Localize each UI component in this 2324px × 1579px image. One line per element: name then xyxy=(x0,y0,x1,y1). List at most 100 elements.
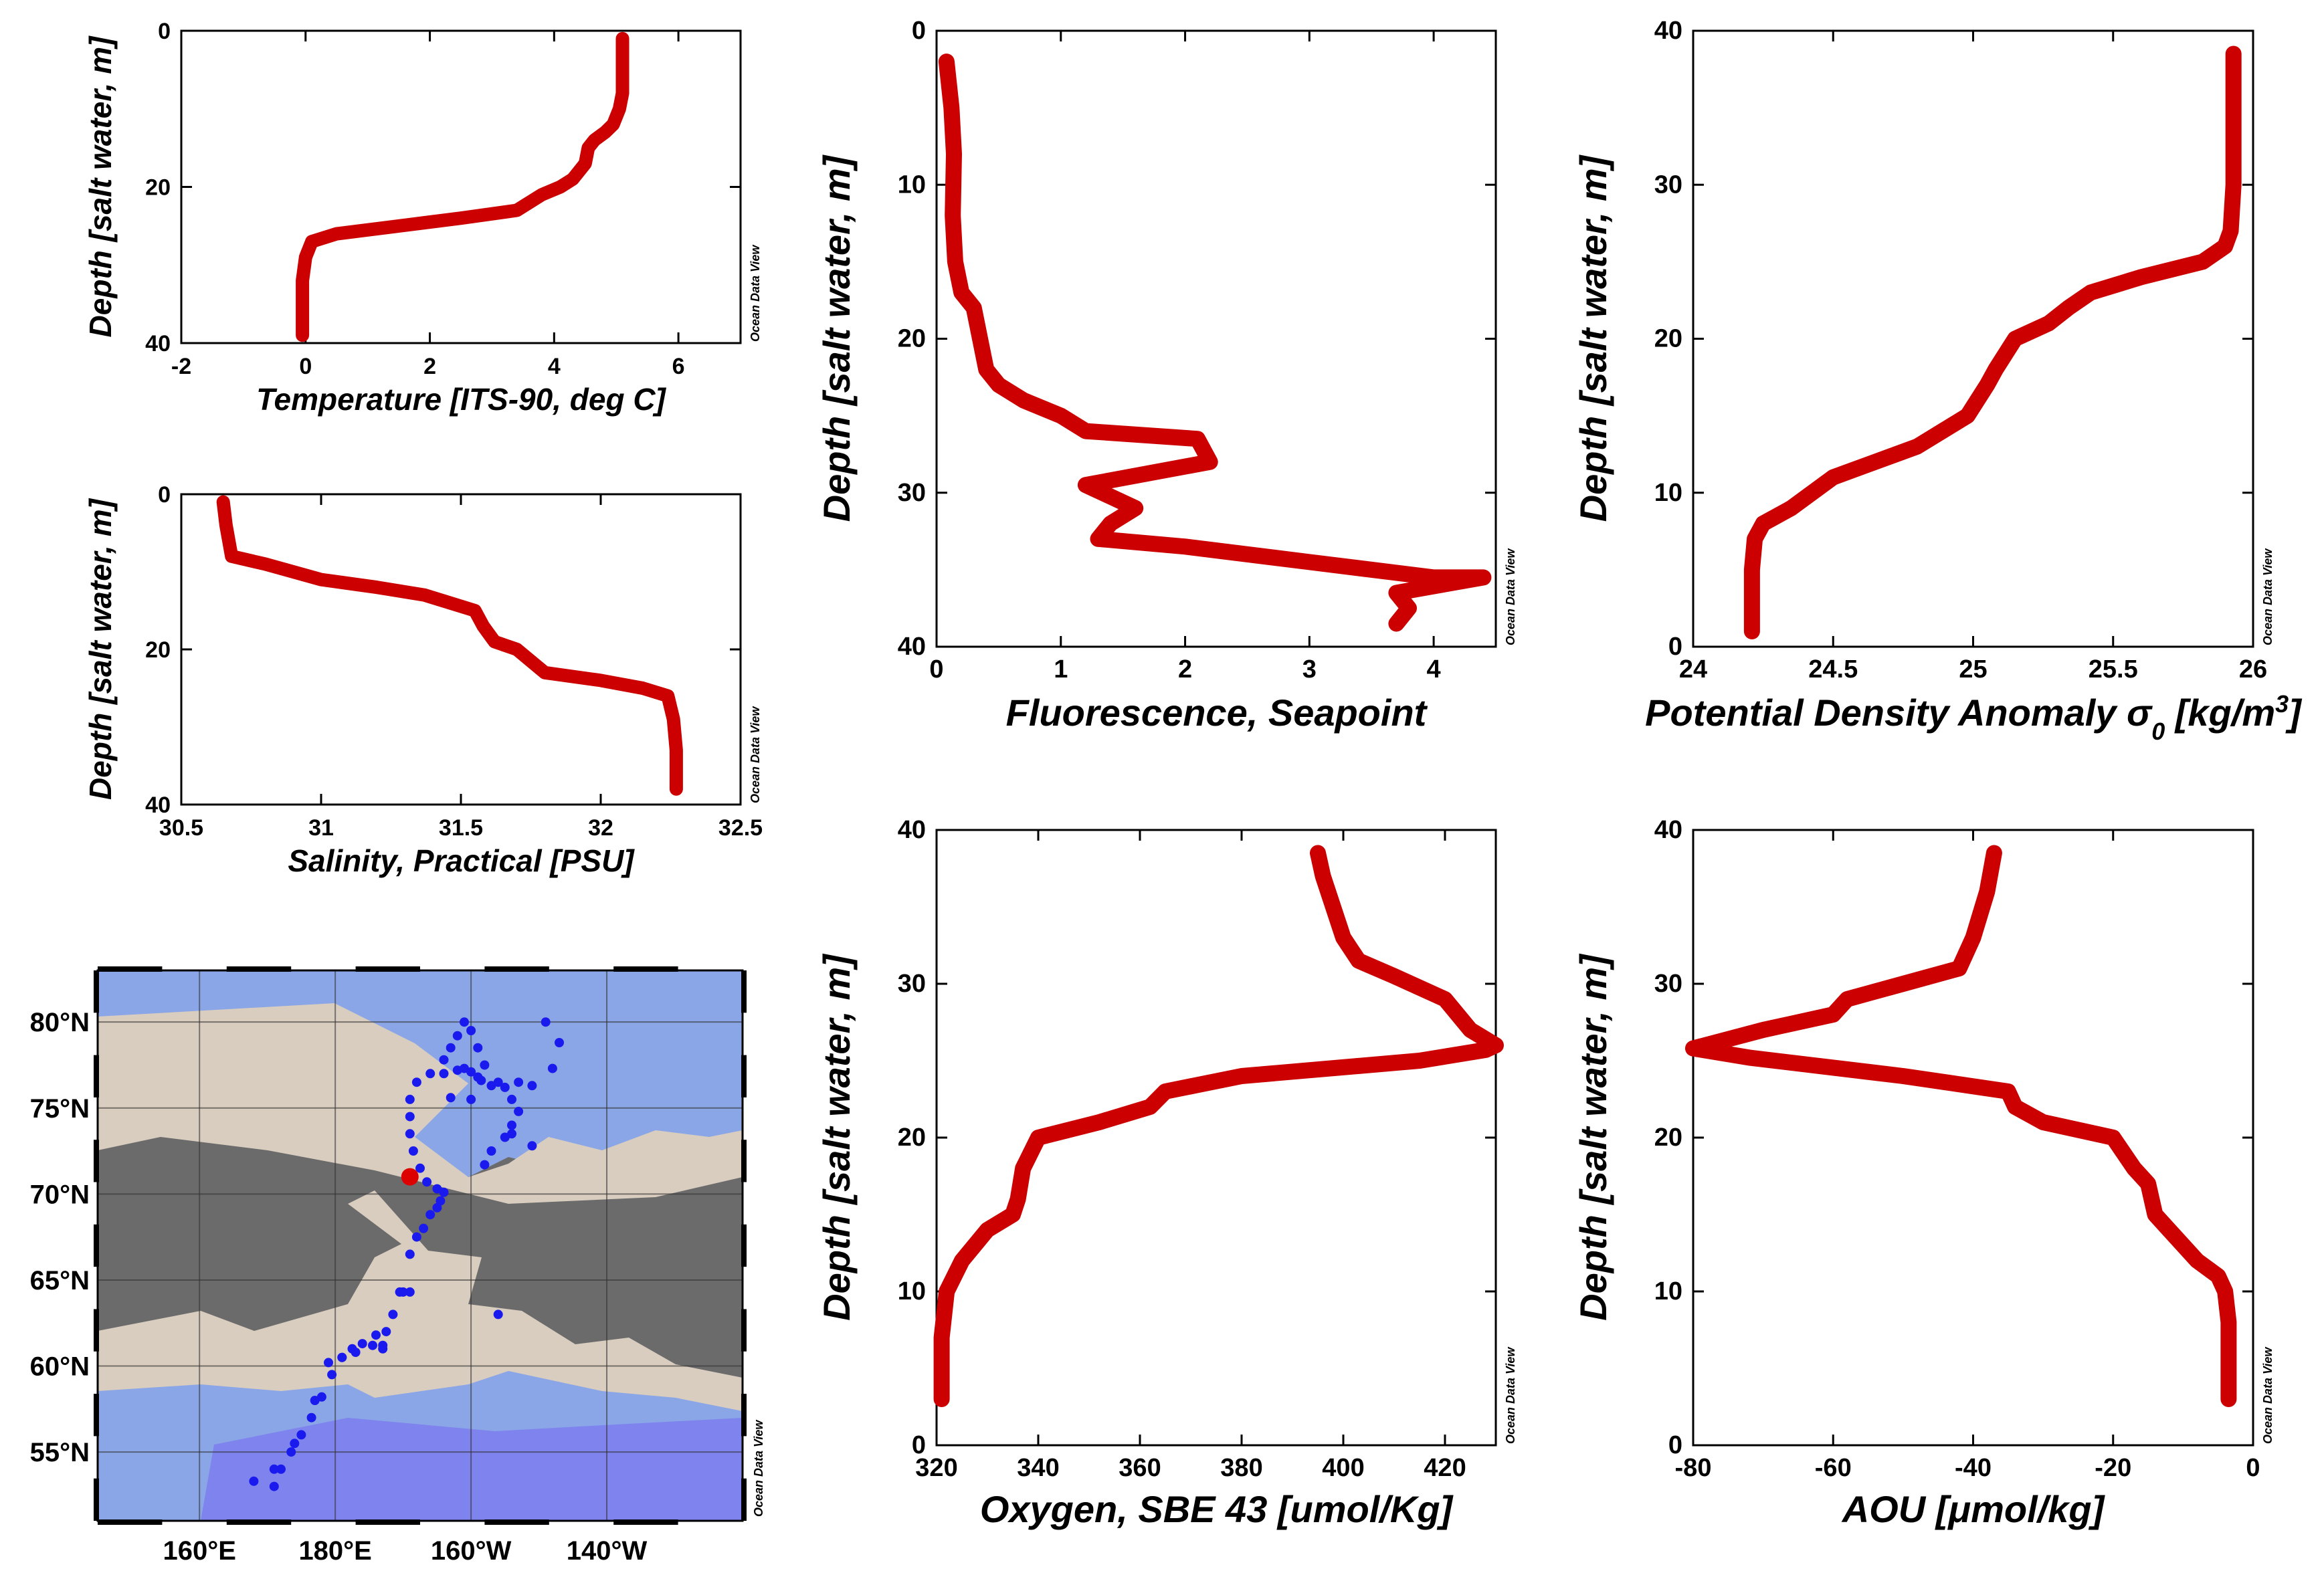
credit-label: Ocean Data View xyxy=(1504,548,1517,645)
map-border-segment xyxy=(613,1519,678,1525)
station-dot xyxy=(286,1447,296,1457)
profile-line xyxy=(296,31,630,342)
station-dot xyxy=(460,1017,469,1027)
latitude-label: 55°N xyxy=(30,1438,90,1467)
y-tick-label: 20 xyxy=(898,1124,926,1152)
y-tick-label: 0 xyxy=(158,482,171,508)
station-dot xyxy=(405,1112,415,1122)
oxygen-profile-panel: 320 340 360 380 400 420 0 10 20 30 40 Oxygen, SBE 4… xyxy=(815,816,1517,1530)
station-dot xyxy=(514,1077,524,1087)
map-border-segment xyxy=(226,1519,292,1525)
x-tick-label: -20 xyxy=(2095,1454,2131,1482)
longitude-label: 180°E xyxy=(298,1536,371,1566)
y-axis-label: Depth [salt water, m] xyxy=(1572,953,1614,1321)
map-border-segment xyxy=(741,1224,747,1267)
map-border-segment xyxy=(355,966,420,972)
y-axis-label: Depth [salt water, m] xyxy=(1572,154,1614,522)
station-dot xyxy=(507,1120,516,1130)
station-dot xyxy=(405,1249,415,1259)
y-tick-label: 30 xyxy=(898,479,926,507)
station-dot xyxy=(425,1069,435,1079)
y-axis-label: Depth [salt water, m] xyxy=(815,953,858,1321)
station-dot xyxy=(514,1106,524,1116)
y-axis-label: Depth [salt water, m] xyxy=(815,154,858,522)
station-dot xyxy=(541,1017,551,1027)
x-axis-label: Potential Density Anomaly σ0 [kg/m3] xyxy=(1645,690,2303,745)
station-dot xyxy=(411,1077,421,1087)
station-dot xyxy=(507,1094,516,1104)
map-body xyxy=(98,970,743,1521)
station-dot xyxy=(415,1163,425,1173)
y-tick-label: 0 xyxy=(912,1431,926,1459)
plot-frame xyxy=(180,493,742,806)
station-dot xyxy=(327,1370,337,1380)
map-border-segment xyxy=(613,966,678,972)
station-dot xyxy=(337,1352,347,1362)
x-tick-label: -40 xyxy=(1955,1454,1992,1482)
x-tick-label: 0 xyxy=(929,655,943,683)
arctic-shelf xyxy=(98,1003,743,1204)
plot-frame xyxy=(935,829,1497,1447)
station-dot xyxy=(547,1063,557,1073)
latitude-label: 60°N xyxy=(30,1352,90,1382)
station-dot xyxy=(446,1093,456,1103)
y-tick-label: 30 xyxy=(898,970,926,998)
map-border-segment xyxy=(484,1519,549,1525)
x-axis-label: Fluorescence, Seapoint xyxy=(1006,692,1428,734)
station-map-panel: 80°N 75°N 70°N 65°N 60°N 55°N 160°E 180°E 160°W 1… xyxy=(30,966,765,1566)
y-tick-label: 20 xyxy=(145,175,171,201)
map-border-segment xyxy=(741,1394,747,1437)
map-border-segment xyxy=(355,1519,420,1525)
station-dot xyxy=(432,1184,442,1194)
station-dot xyxy=(466,1067,476,1077)
map-border-segment xyxy=(94,1224,99,1267)
station-dot xyxy=(276,1464,286,1474)
station-dot xyxy=(486,1081,496,1091)
x-tick-label: -2 xyxy=(171,354,191,379)
y-tick-label: 0 xyxy=(158,19,171,44)
station-dot xyxy=(486,1146,496,1156)
y-tick-label: 10 xyxy=(898,171,926,199)
station-dot xyxy=(371,1330,381,1340)
map-border-segment xyxy=(94,970,99,1013)
station-dot xyxy=(419,1223,429,1233)
credit-label: Ocean Data View xyxy=(749,245,762,342)
y-tick-label: 10 xyxy=(1654,479,1682,507)
station-dot xyxy=(269,1464,279,1474)
station-dot xyxy=(446,1043,456,1053)
y-tick-label: 20 xyxy=(145,637,171,663)
map-border-segment xyxy=(741,1140,747,1182)
profile-line xyxy=(216,495,683,796)
station-dot xyxy=(411,1232,421,1242)
y-tick-label: 40 xyxy=(898,633,926,661)
salinity-profile-panel: 30.5 31 31.5 32 32.5 0 20 40 Salinity, Practical… xyxy=(83,482,763,878)
x-tick-label: 24.5 xyxy=(1808,655,1858,683)
station-dot xyxy=(405,1287,415,1297)
station-dot xyxy=(480,1060,490,1070)
x-tick-label: 0 xyxy=(299,354,312,379)
station-dot xyxy=(527,1141,537,1151)
station-dot xyxy=(476,1075,486,1085)
station-dot xyxy=(439,1055,449,1065)
station-dot xyxy=(422,1177,432,1187)
x-tick-label: 1 xyxy=(1054,655,1068,683)
y-tick-label: 20 xyxy=(1654,1124,1682,1152)
latitude-label: 75°N xyxy=(30,1094,90,1124)
station-dot xyxy=(466,1094,476,1104)
profile-line xyxy=(938,54,1492,632)
station-dot xyxy=(435,1196,446,1206)
map-border-segment xyxy=(741,1309,747,1352)
station-dot xyxy=(405,1094,415,1104)
station-dot xyxy=(500,1082,510,1092)
x-tick-label: 6 xyxy=(672,354,685,379)
y-tick-label: 40 xyxy=(898,816,926,844)
station-dot xyxy=(507,1129,516,1139)
station-dot xyxy=(368,1340,377,1350)
y-axis-label: Depth [salt water, m] xyxy=(83,498,118,800)
station-dot xyxy=(405,1129,415,1139)
latitude-label: 80°N xyxy=(30,1008,90,1037)
profile-line xyxy=(1685,845,2237,1407)
map-border-segment xyxy=(741,1055,747,1097)
